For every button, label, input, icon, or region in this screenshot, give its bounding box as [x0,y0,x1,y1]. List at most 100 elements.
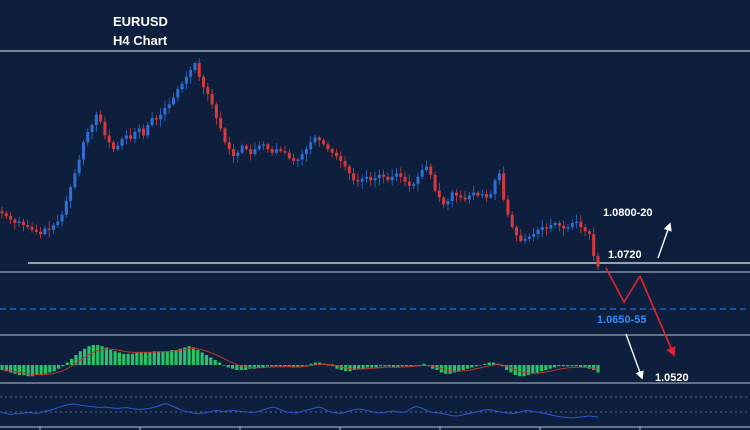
macd-histogram-bar [592,365,596,370]
candle-bearish [356,180,360,182]
macd-histogram-bar [483,363,487,365]
candle-bullish [253,149,257,155]
macd-histogram-bar [178,348,182,365]
candle-bearish [283,151,287,153]
macd-histogram-bar [43,365,48,374]
candle-bullish [532,234,536,237]
candle-bearish [287,152,291,159]
candle-bearish [227,142,231,150]
macd-histogram-bar [104,347,109,365]
candle-bullish [172,97,176,105]
candle-bearish [232,149,236,157]
macd-histogram-bar [196,350,200,365]
macd-histogram-bar [213,360,217,365]
candle-bearish [459,195,463,198]
candle-bullish [64,200,68,215]
candle-bearish [433,174,437,191]
candle-bullish [274,149,278,153]
macd-histogram-bar [404,365,409,367]
macd-histogram-bar [226,365,230,368]
candle-bullish [69,187,73,201]
macd-histogram-bar [418,365,422,366]
macd-histogram-bar [204,355,209,365]
candle-bearish [343,160,347,167]
macd-histogram-bar [304,365,309,366]
candle-bullish [159,114,163,120]
projection-arrow-down-white [625,333,644,380]
macd-histogram-bar [587,365,591,369]
candle-bullish [446,200,450,205]
macd-histogram-bar [17,365,22,375]
candle-bearish [334,152,338,157]
candle-bullish [51,225,55,230]
candle-bullish [424,166,428,170]
macd-histogram-bar [191,347,196,365]
candle-bearish [197,63,201,77]
macd-histogram-bar [52,365,56,372]
macd-histogram-bar [9,365,13,373]
candle-bearish [557,223,561,226]
candle-bullish [549,225,553,229]
candle-bearish [202,76,206,88]
macd-histogram-bar [78,351,82,365]
macd-histogram-bar [396,365,400,368]
macd-histogram-bar [370,365,374,368]
chart-subtitle: H4 Chart [113,33,168,48]
candle-bullish [309,142,313,150]
rsi-line [1,402,599,419]
macd-histogram-bar [261,365,265,368]
macd-histogram-bar [152,351,156,365]
candle-bearish [579,221,583,228]
macd-histogram-bar [378,365,383,367]
candle-bearish [519,235,523,241]
macd-histogram-bar [522,365,526,377]
candle-bearish [347,166,351,174]
candle-bearish [322,140,326,145]
macd-histogram-bar [4,365,8,372]
candle-bullish [56,221,60,226]
macd-histogram-bar [61,365,65,367]
macd-histogram-bar [35,365,39,375]
candle-bearish [223,128,227,143]
candle-bullish [77,159,81,174]
candle-bearish [39,231,43,235]
macd-histogram-bar [574,365,578,367]
macd-histogram-bar [413,365,417,366]
candle-bullish [60,214,64,222]
candle-bearish [502,173,506,200]
macd-histogram-bar [170,350,174,365]
candle-bearish [562,225,566,229]
candle-bearish [214,104,218,119]
candle-bearish [0,211,4,214]
candle-bearish [34,229,38,232]
macd-histogram-bar [448,365,452,374]
macd-histogram-bar [143,352,148,365]
candle-bearish [292,158,296,161]
macd-histogram-bar [209,357,213,365]
macd-histogram-bar [91,345,95,365]
candle-bearish [219,118,223,129]
candle-bullish [81,142,85,160]
macd-histogram-bar [452,365,457,373]
projection-zigzag-down [605,267,641,304]
candle-bullish [540,227,544,230]
macd-histogram-bar [113,351,117,365]
macd-histogram-bar [39,365,43,375]
macd-histogram-bar [87,346,91,365]
candle-bullish [480,194,484,196]
candle-bullish [527,236,531,239]
macd-histogram-bar [48,365,52,373]
candle-bullish [575,221,579,223]
macd-histogram-bar [135,352,139,365]
macd-histogram-bar [165,351,169,365]
candle-bearish [99,114,103,122]
candle-bearish [103,121,107,136]
candle-bullish [176,89,180,98]
candle-bearish [129,135,133,139]
macd-histogram-bar [561,365,565,367]
candle-bearish [249,149,253,155]
candle-bearish [154,118,158,120]
macd-histogram-bar [491,362,496,365]
candle-bearish [47,228,51,230]
